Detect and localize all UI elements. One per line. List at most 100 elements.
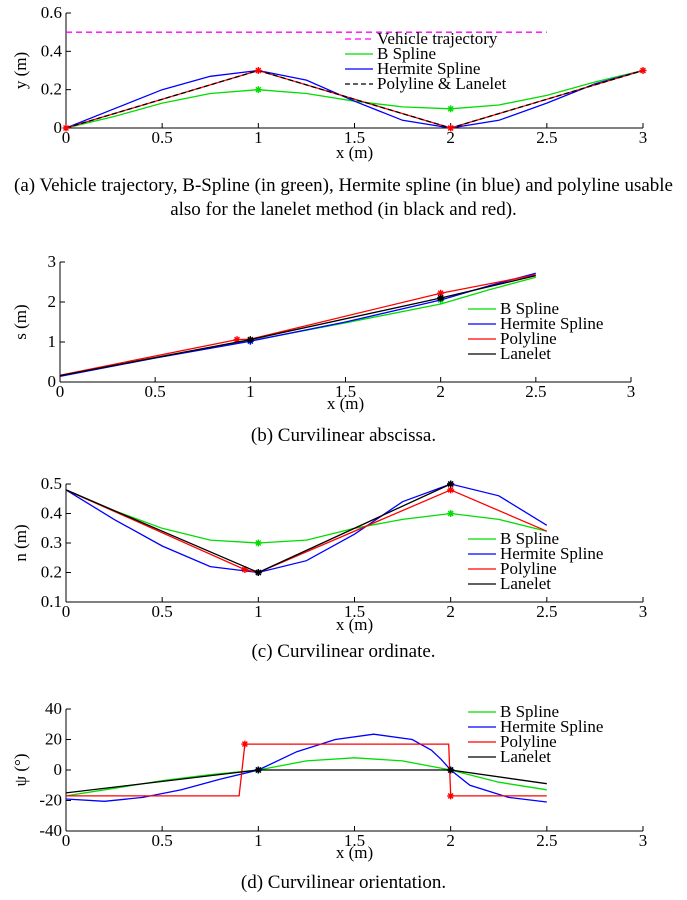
y-tick-label: -40: [39, 821, 62, 840]
data-point-marker: [254, 569, 262, 576]
data-point-marker: [246, 336, 254, 344]
series-0: [65, 489, 547, 547]
series-2: [66, 740, 547, 800]
x-tick-label: 1.5: [344, 602, 365, 621]
legend-label: Lanelet: [500, 344, 551, 363]
y-axis-label: y (m): [11, 52, 30, 89]
y-axis-label: n (m): [11, 524, 30, 561]
legend-label: Hermite Spline: [500, 544, 603, 563]
x-tick-label: 0.5: [145, 382, 166, 401]
data-point-marker: [447, 766, 455, 774]
legend-label: Polyline: [500, 559, 557, 578]
legend-label: Polyline: [500, 329, 557, 348]
x-tick-label: 1.5: [344, 128, 365, 147]
y-axis-label: ψ (°): [11, 753, 30, 786]
data-point-marker: [437, 289, 445, 297]
figure-b: 0 0.5 1 1.5 2 2.5 3 0 1 2 3 x (m) s (m) B Spline Hermi…: [0, 244, 687, 454]
caption-d: (d) Curvilinear orientation.: [240, 872, 447, 893]
data-point-marker: [62, 124, 70, 132]
series-line: [59, 274, 536, 376]
legend-label: Lanelet: [500, 747, 551, 766]
x-tick-label: 0.5: [152, 831, 173, 850]
series-line: [65, 69, 644, 129]
data-point-marker: [447, 480, 455, 488]
legend-label: B Spline: [500, 702, 559, 721]
legend-label: B Spline: [500, 299, 559, 318]
legend-label: Hermite Spline: [377, 59, 480, 78]
x-tick-label: 0: [62, 602, 71, 621]
data-point-marker: [447, 486, 455, 494]
figure-d: 0 0.5 1 1.5 2 2.5 3 -40 -20 0 20 40 x (m) ψ (°) B Spli…: [0, 695, 687, 900]
data-point-marker: [254, 67, 262, 74]
data-point-marker: [254, 539, 262, 547]
x-tick-label: 2: [446, 602, 455, 621]
y-axis-label: s (m): [11, 304, 30, 339]
y-tick-label: 0.4: [41, 504, 63, 523]
y-tick-label: 3: [48, 252, 57, 271]
legend-label: Vehicle trajectory: [377, 29, 498, 48]
y-tick-label: 0: [48, 372, 57, 391]
series-line: [59, 274, 536, 377]
y-tick-label: 1: [48, 332, 57, 351]
x-tick-label: 1.5: [344, 831, 365, 850]
legend-label: Lanelet: [500, 574, 551, 593]
series-3: [65, 480, 455, 576]
x-tick-label: 0.5: [152, 602, 173, 621]
y-tick-label: 20: [45, 730, 62, 749]
series-2: [59, 274, 536, 376]
x-tick-label: 3: [639, 602, 648, 621]
series-3: [65, 766, 547, 794]
legend-label: Hermite Spline: [500, 314, 603, 333]
y-tick-label: -20: [39, 791, 62, 810]
caption-c: (c) Curvilinear ordinate.: [251, 641, 436, 662]
legend-label: B Spline: [377, 44, 436, 63]
x-tick-label: 2.5: [525, 382, 546, 401]
data-point-marker: [241, 740, 249, 748]
series-line: [65, 733, 547, 803]
x-tick-label: 1.5: [335, 382, 356, 401]
y-tick-label: 0.2: [41, 563, 62, 582]
data-point-marker: [241, 566, 249, 574]
series-line: [65, 757, 547, 797]
data-point-marker: [233, 336, 241, 344]
x-tick-label: 2.5: [536, 831, 557, 850]
y-tick-label: 0.1: [41, 592, 62, 611]
data-point-marker: [437, 294, 445, 302]
chart-b: 0 0.5 1 1.5 2 2.5 3 0 1 2 3 x (m) s (m) B SplineHermi…: [11, 252, 636, 413]
data-point-marker: [254, 766, 262, 774]
x-tick-label: 2.5: [536, 602, 557, 621]
series-3: [62, 67, 647, 132]
x-axis-label: x (m): [336, 843, 373, 862]
data-point-marker: [447, 510, 455, 517]
x-tick-label: 2: [446, 128, 455, 147]
chart-a: 0 0.5 1 1.5 2 2.5 3 0 0.2 0.4 0.6 x (m) y (m) Vehicle…: [11, 3, 647, 162]
legend-label: Polyline & Lanelet: [377, 74, 507, 93]
y-tick-label: 40: [45, 699, 62, 718]
series-0: [65, 757, 547, 797]
y-tick-label: 0.3: [41, 533, 62, 552]
series-3: [59, 274, 536, 377]
y-tick-label: 0.2: [41, 80, 62, 99]
y-tick-label: 0.6: [41, 3, 62, 22]
x-tick-label: 3: [639, 831, 648, 850]
data-point-marker: [254, 86, 262, 94]
data-point-marker: [447, 792, 455, 800]
data-point-marker: [639, 67, 647, 74]
caption-b: (b) Curvilinear abscissa.: [250, 425, 437, 446]
series-line: [65, 483, 548, 574]
figure-c: 0 0.5 1 1.5 2 2.5 3 0.1 0.2 0.3 0.4 0.5 x (m) n (m) B …: [0, 464, 687, 669]
series-line: [65, 69, 644, 129]
figure-a: 0 0.5 1 1.5 2 2.5 3 0 0.2 0.4 0.6 x (m) y (m) Vehicle…: [0, 0, 687, 222]
data-point-marker: [447, 105, 455, 113]
x-tick-label: 2.5: [536, 128, 557, 147]
y-tick-label: 0.5: [41, 474, 62, 493]
x-tick-label: 3: [627, 382, 636, 401]
y-tick-label: 0: [54, 118, 63, 137]
x-tick-label: 2: [436, 382, 445, 401]
series-line: [65, 483, 451, 574]
caption-a: (a) Vehicle trajectory, B-Spline (in gre…: [14, 175, 673, 220]
x-tick-label: 0: [62, 128, 71, 147]
